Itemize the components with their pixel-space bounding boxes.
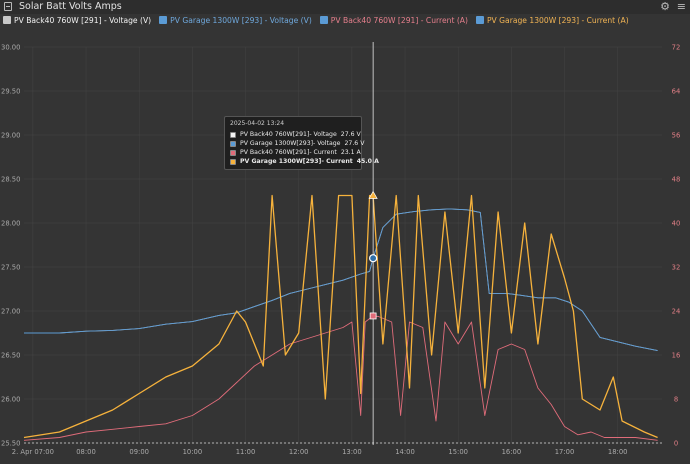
tooltip-swatch: [230, 149, 236, 156]
y-left-tick-label: 27.00: [1, 308, 20, 316]
panel-icon: [4, 2, 12, 11]
tooltip-series-name: PV Back40 760W[291]- Current: [240, 149, 337, 156]
y-left-tick-label: 29.00: [1, 132, 20, 140]
y-left-tick-label: 25.50: [1, 440, 20, 448]
legend-swatch: [319, 16, 328, 24]
legend-swatch: [475, 16, 484, 24]
y-right-tick-label: 8: [674, 396, 678, 404]
title-bar: Solar Batt Volts Amps ⚙ ≡: [0, 0, 690, 14]
tooltip-timestamp: 2025-04-02 13:24: [230, 120, 285, 127]
y-right-tick-label: 16: [672, 352, 681, 360]
tooltip-value: 27.6 V: [340, 131, 361, 138]
tooltip-swatch: [230, 131, 236, 138]
x-tick-label: 14:00: [395, 448, 415, 456]
tooltip-series-name: PV Garage 1300W[293]- Current: [240, 158, 353, 165]
legend-swatch: [159, 16, 168, 24]
legend-swatch: [3, 16, 11, 24]
hover-marker-garage-current: [368, 190, 378, 199]
chart-tooltip: 2025-04-02 13:24 PV Back40 760W[291]- Vo…: [224, 116, 379, 170]
tooltip-series-name: PV Back40 760W[291]- Voltage: [240, 131, 337, 138]
x-tick-label: 11:00: [236, 448, 256, 456]
legend-label: PV Back40 760W [291] - Voltage (V): [14, 15, 152, 25]
series-line-back40-current: [23, 315, 658, 441]
x-tick-label: 08:00: [76, 448, 96, 456]
y-left-tick-label: 29.50: [1, 88, 20, 96]
tooltip-value: 27.6 V: [344, 140, 365, 147]
y-right-tick-label: 64: [672, 88, 681, 96]
x-tick-label: 10:00: [183, 448, 203, 456]
series-line-garage-voltage: [24, 208, 658, 352]
y-right-tick-label: 32: [672, 264, 681, 272]
x-tick-label: 18:00: [608, 448, 628, 456]
tooltip-swatch: [230, 158, 236, 165]
legend-label: PV Garage 1300W [293] - Voltage (V): [170, 15, 312, 25]
legend-item-back40-current[interactable]: PV Back40 760W [291] - Current (A): [319, 15, 468, 25]
legend-item-garage-current[interactable]: PV Garage 1300W [293] - Current (A): [475, 15, 629, 25]
legend-label: PV Garage 1300W [293] - Current (A): [486, 15, 629, 25]
legend-item-garage-voltage[interactable]: PV Garage 1300W [293] - Voltage (V): [159, 16, 312, 25]
tooltip-value: 45.0 A: [356, 158, 379, 165]
tooltip-value: 23.1 A: [340, 149, 361, 156]
tooltip-row: PV Garage 1300W[293]- Current 45.0 A: [230, 157, 379, 166]
y-right-tick-label: 40: [672, 220, 681, 228]
hover-marker-voltage: [369, 254, 378, 263]
series-line-garage-current: [23, 194, 658, 439]
x-tick-label: 13:00: [342, 448, 362, 456]
menu-icon[interactable]: ≡: [676, 0, 686, 13]
tooltip-row: PV Back40 760W[291]- Current 23.1 A: [230, 148, 361, 157]
y-left-tick-label: 28.00: [1, 220, 20, 228]
y-left-tick-label: 27.50: [1, 264, 20, 272]
chart-legend: PV Back40 760W [291] - Voltage (V) PV Ga…: [0, 14, 690, 26]
y-right-tick-label: 56: [672, 132, 681, 140]
y-left-tick-label: 28.50: [1, 176, 20, 184]
x-tick-label: 15:00: [448, 448, 468, 456]
gear-icon[interactable]: ⚙: [660, 0, 670, 13]
series-line-back40-voltage: [24, 208, 658, 352]
legend-label: PV Back40 760W [291] - Current (A): [330, 15, 468, 25]
tooltip-row: PV Garage 1300W[293]- Voltage 27.6 V: [230, 139, 364, 148]
x-tick-label: 2. Apr 07:00: [12, 448, 54, 456]
y-left-tick-label: 26.00: [1, 396, 20, 404]
legend-item-back40-voltage[interactable]: PV Back40 760W [291] - Voltage (V): [3, 16, 151, 25]
tooltip-series-name: PV Garage 1300W[293]- Voltage: [240, 140, 341, 147]
x-tick-label: 17:00: [555, 448, 575, 456]
tooltip-swatch: [230, 140, 236, 147]
x-tick-label: 09:00: [129, 448, 149, 456]
x-tick-label: 12:00: [289, 448, 309, 456]
panel-title: Solar Batt Volts Amps: [19, 1, 122, 12]
y-left-tick-label: 26.50: [1, 352, 20, 360]
y-left-tick-label: 30.00: [1, 44, 20, 52]
x-tick-label: 16:00: [502, 448, 522, 456]
y-right-tick-label: 48: [672, 176, 681, 184]
y-right-tick-label: 0: [674, 440, 678, 448]
y-right-tick-label: 24: [672, 308, 681, 316]
hover-marker-back40-current: [369, 312, 377, 320]
y-right-tick-label: 72: [672, 44, 681, 52]
tooltip-row: PV Back40 760W[291]- Voltage 27.6 V: [230, 130, 361, 139]
